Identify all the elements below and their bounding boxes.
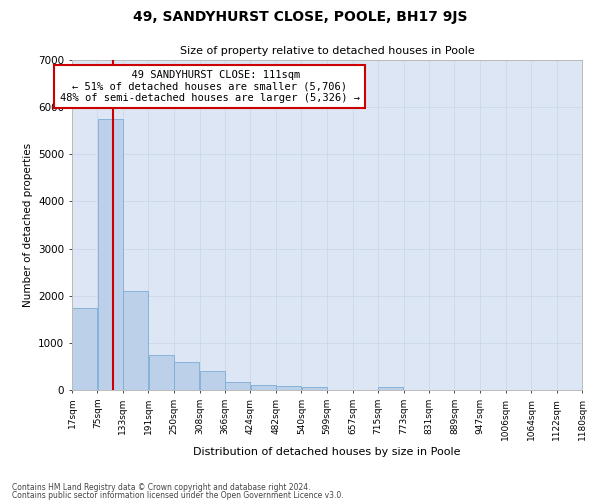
Bar [149,354,174,390]
X-axis label: Distribution of detached houses by size in Poole: Distribution of detached houses by size … [193,446,461,456]
Title: Size of property relative to detached houses in Poole: Size of property relative to detached ho… [179,46,475,56]
Text: 49 SANDYHURST CLOSE: 111sqm
← 51% of detached houses are smaller (5,706)
48% of : 49 SANDYHURST CLOSE: 111sqm ← 51% of det… [60,70,360,103]
Bar [251,386,275,390]
Y-axis label: Number of detached properties: Number of detached properties [23,143,32,307]
Bar [302,387,327,390]
Text: 49, SANDYHURST CLOSE, POOLE, BH17 9JS: 49, SANDYHURST CLOSE, POOLE, BH17 9JS [133,10,467,24]
Bar [276,386,301,390]
Bar [379,388,403,390]
Bar [98,119,122,390]
Text: Contains public sector information licensed under the Open Government Licence v3: Contains public sector information licen… [12,490,344,500]
Bar [72,308,97,390]
Bar [175,362,199,390]
Bar [225,382,250,390]
Bar [200,371,225,390]
Bar [123,291,148,390]
Text: Contains HM Land Registry data © Crown copyright and database right 2024.: Contains HM Land Registry data © Crown c… [12,484,311,492]
